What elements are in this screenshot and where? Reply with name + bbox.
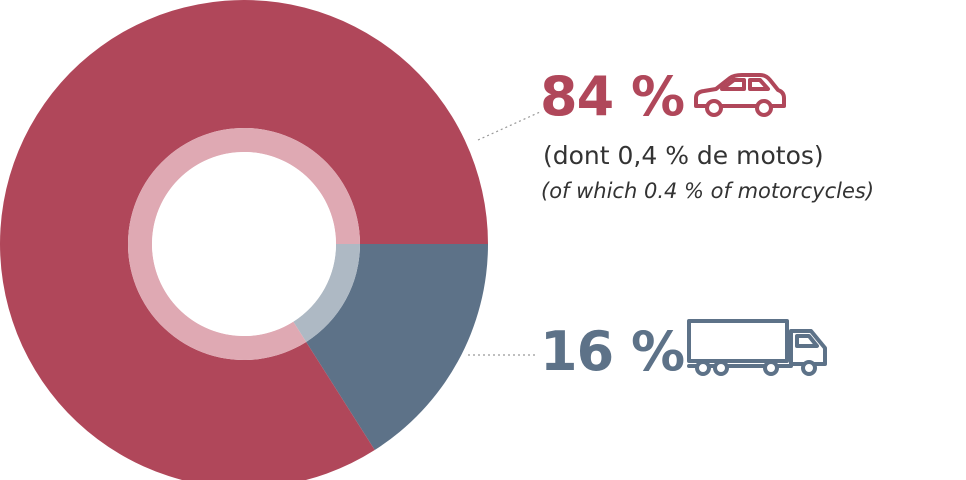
donut-slices — [0, 0, 488, 480]
car-icon — [694, 73, 786, 117]
slice-label-trucks: 16 % — [540, 320, 684, 383]
slice-note-en: (of which 0.4 % of motorcycles) — [541, 179, 874, 203]
donut-slice-cars — [0, 0, 488, 480]
donut-hole — [152, 152, 336, 336]
donut-inner-ring-trucks — [293, 244, 360, 342]
slice-note-fr: (dont 0,4 % de motos) — [543, 141, 824, 170]
leader-line-cars — [477, 111, 541, 141]
donut-slice-trucks — [306, 244, 488, 451]
slice-label-cars: 84 % — [540, 65, 684, 128]
truck-icon — [687, 319, 827, 376]
